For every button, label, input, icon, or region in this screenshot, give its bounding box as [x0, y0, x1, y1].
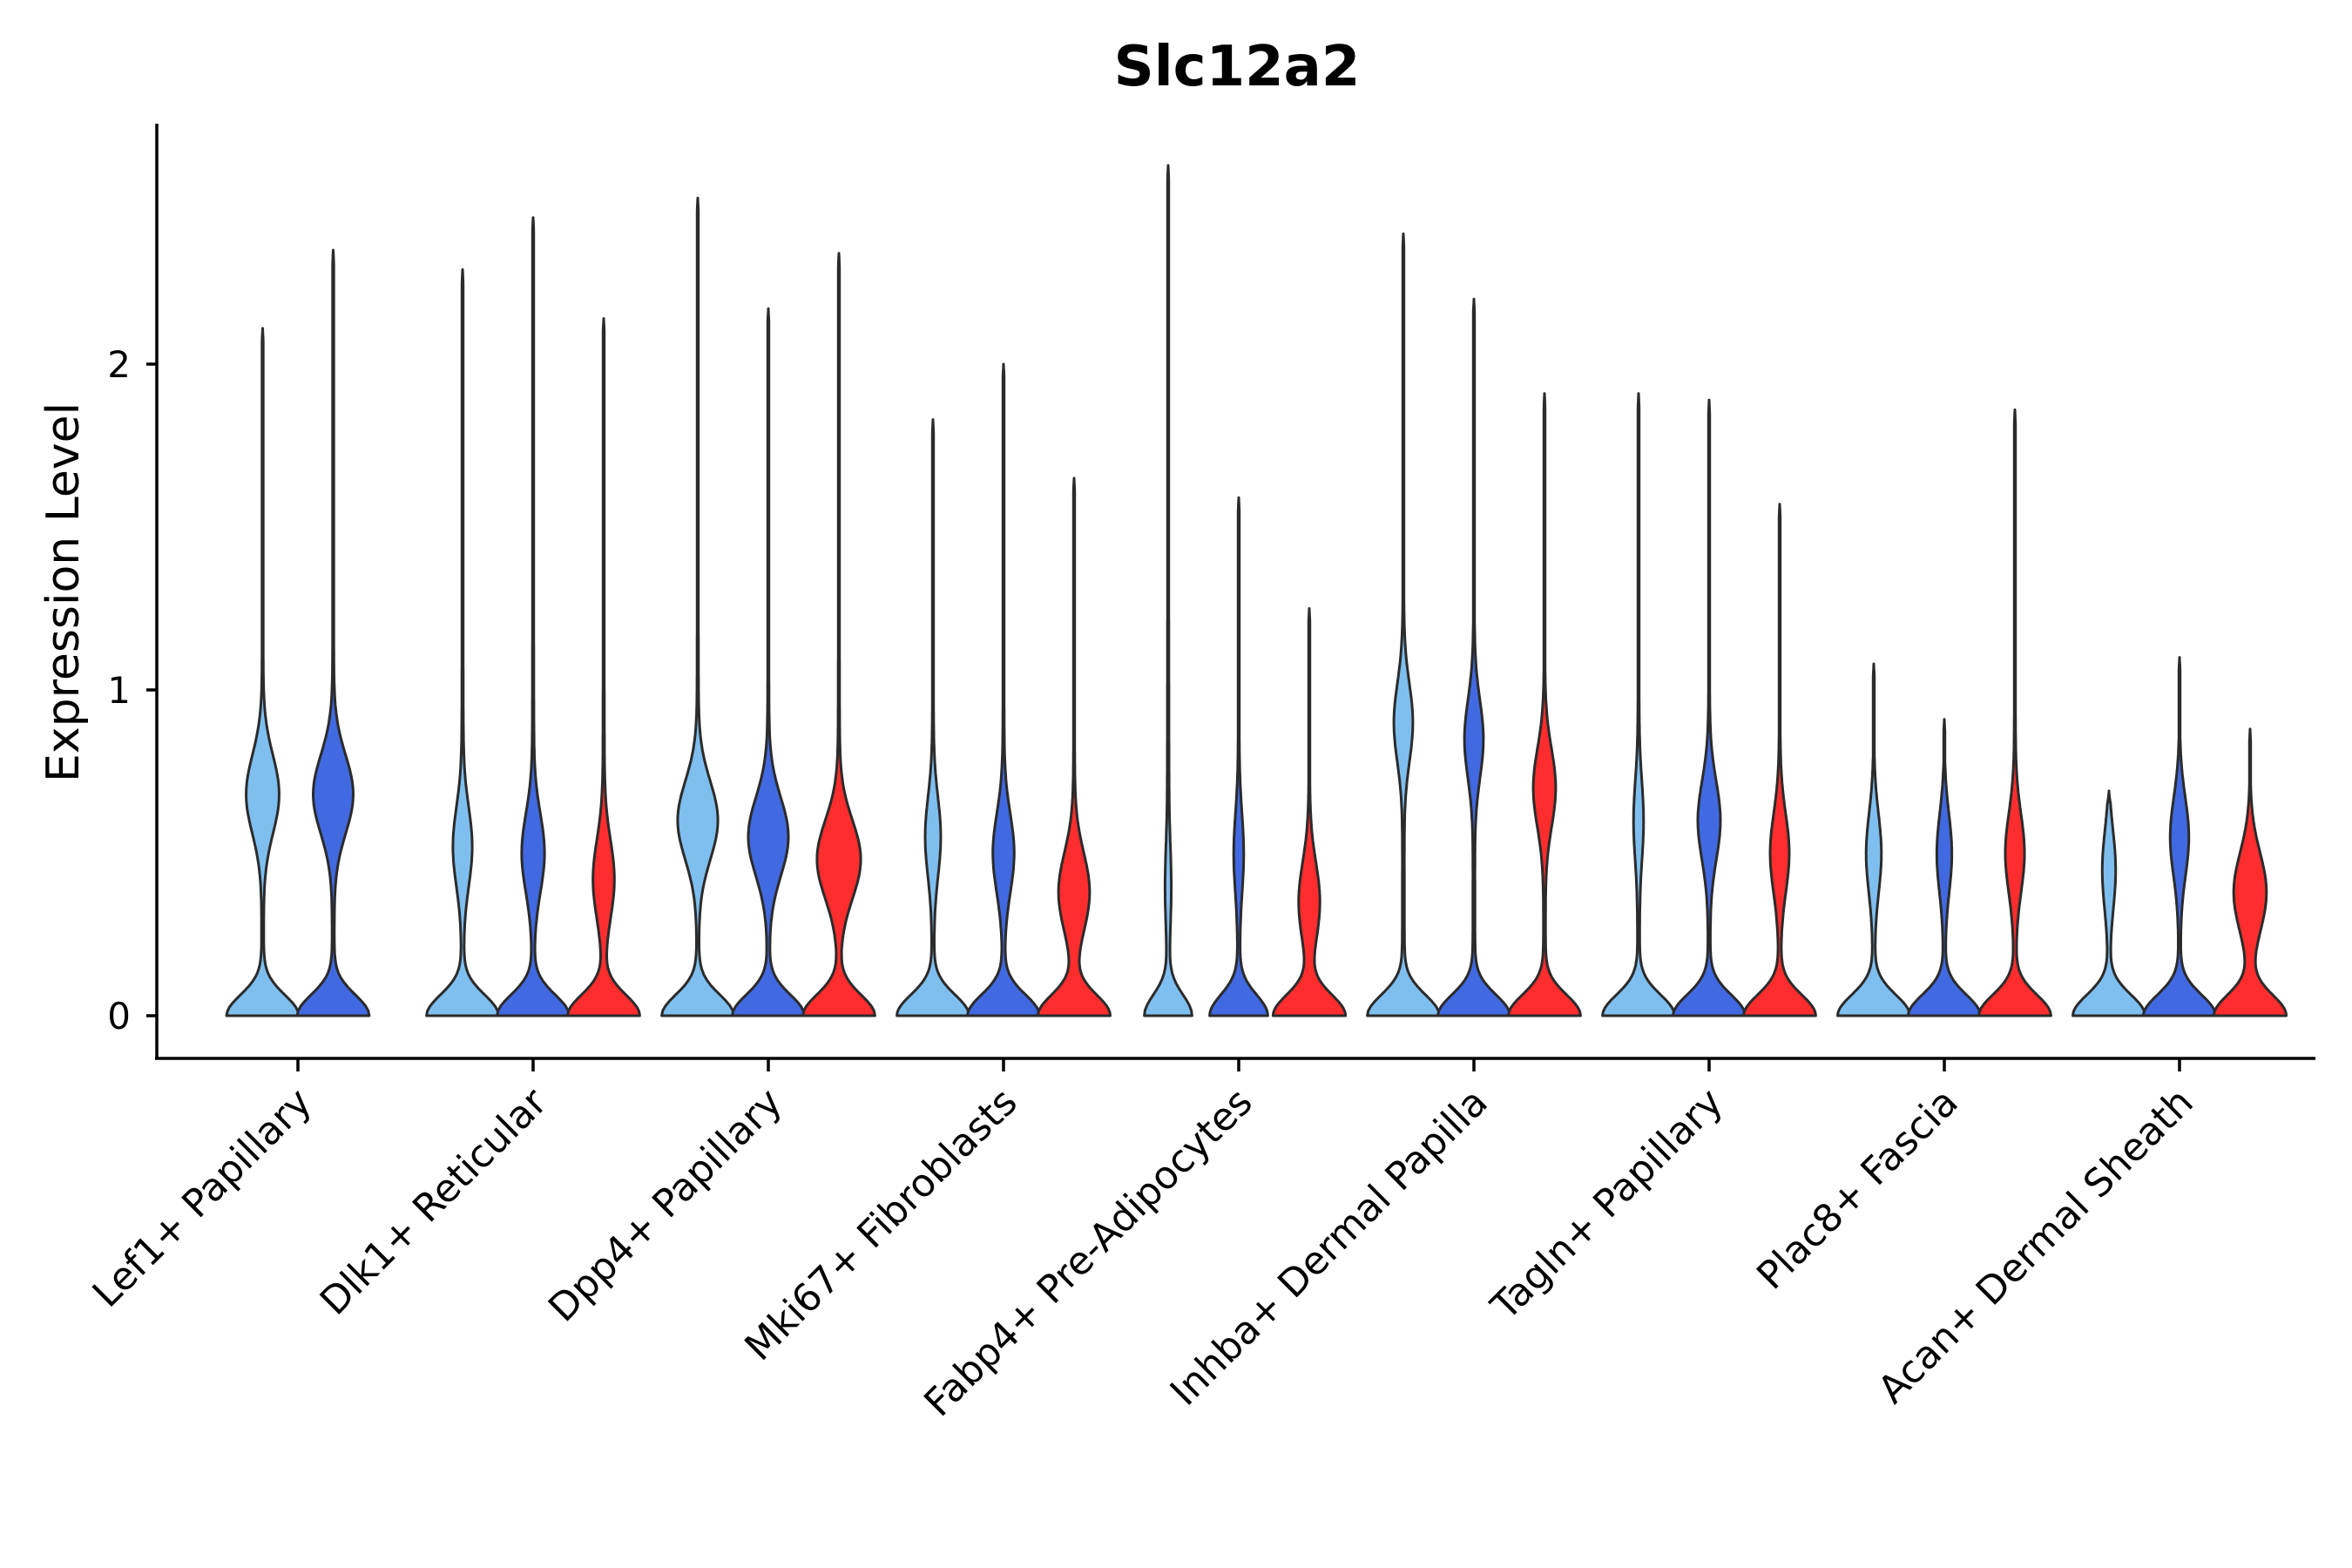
violin-group-2: [2142, 656, 2217, 1017]
violin-group-1: [225, 327, 301, 1017]
violin-group-1: [896, 418, 970, 1017]
violin-group-2: [966, 362, 1041, 1017]
violin-group-3: [1507, 392, 1582, 1017]
violin-group-1: [660, 196, 735, 1017]
x-tick-label: Lef1+ Papillary: [84, 1080, 321, 1316]
violin-group-3: [1271, 607, 1348, 1017]
violin-group-1: [425, 268, 500, 1017]
x-tick-label: Dpp4+ Papillary: [540, 1080, 791, 1331]
violin-layer: [225, 164, 2288, 1017]
violin-group-2: [731, 307, 806, 1017]
violin-group-1: [2072, 789, 2146, 1017]
y-tick-label: 0: [107, 995, 131, 1037]
y-tick-label: 1: [107, 669, 131, 712]
violin-group-2: [496, 216, 571, 1017]
y-tick-label: 2: [107, 343, 131, 386]
violin-group-2: [1672, 398, 1747, 1017]
violin-group-3: [801, 252, 876, 1017]
violin-group-2: [1436, 297, 1511, 1017]
violin-group-3: [566, 317, 641, 1017]
y-axis-label: Expression Level: [37, 402, 90, 782]
x-tick-label: Tagln+ Papillary: [1483, 1080, 1732, 1329]
chart-title: Slc12a2: [1114, 35, 1361, 99]
violin-group-3: [1977, 408, 2052, 1017]
violin-group-3: [2213, 727, 2288, 1017]
violin-group-1: [1601, 392, 1676, 1017]
violin-group-1: [1836, 662, 1911, 1017]
y-ticks: 0 1 2: [107, 343, 157, 1037]
violin-group-2: [1907, 718, 1982, 1017]
x-tick-label: Dlk1+ Reticular: [312, 1079, 557, 1324]
violin-group-1: [1143, 164, 1193, 1017]
violin-group-2: [295, 248, 371, 1017]
violin-group-3: [1742, 503, 1817, 1017]
violin-group-1: [1366, 232, 1441, 1017]
violin-group-3: [1037, 476, 1112, 1017]
x-tick-label: Plac8+ Fascia: [1748, 1080, 1967, 1299]
violin-group-2: [1208, 496, 1269, 1017]
